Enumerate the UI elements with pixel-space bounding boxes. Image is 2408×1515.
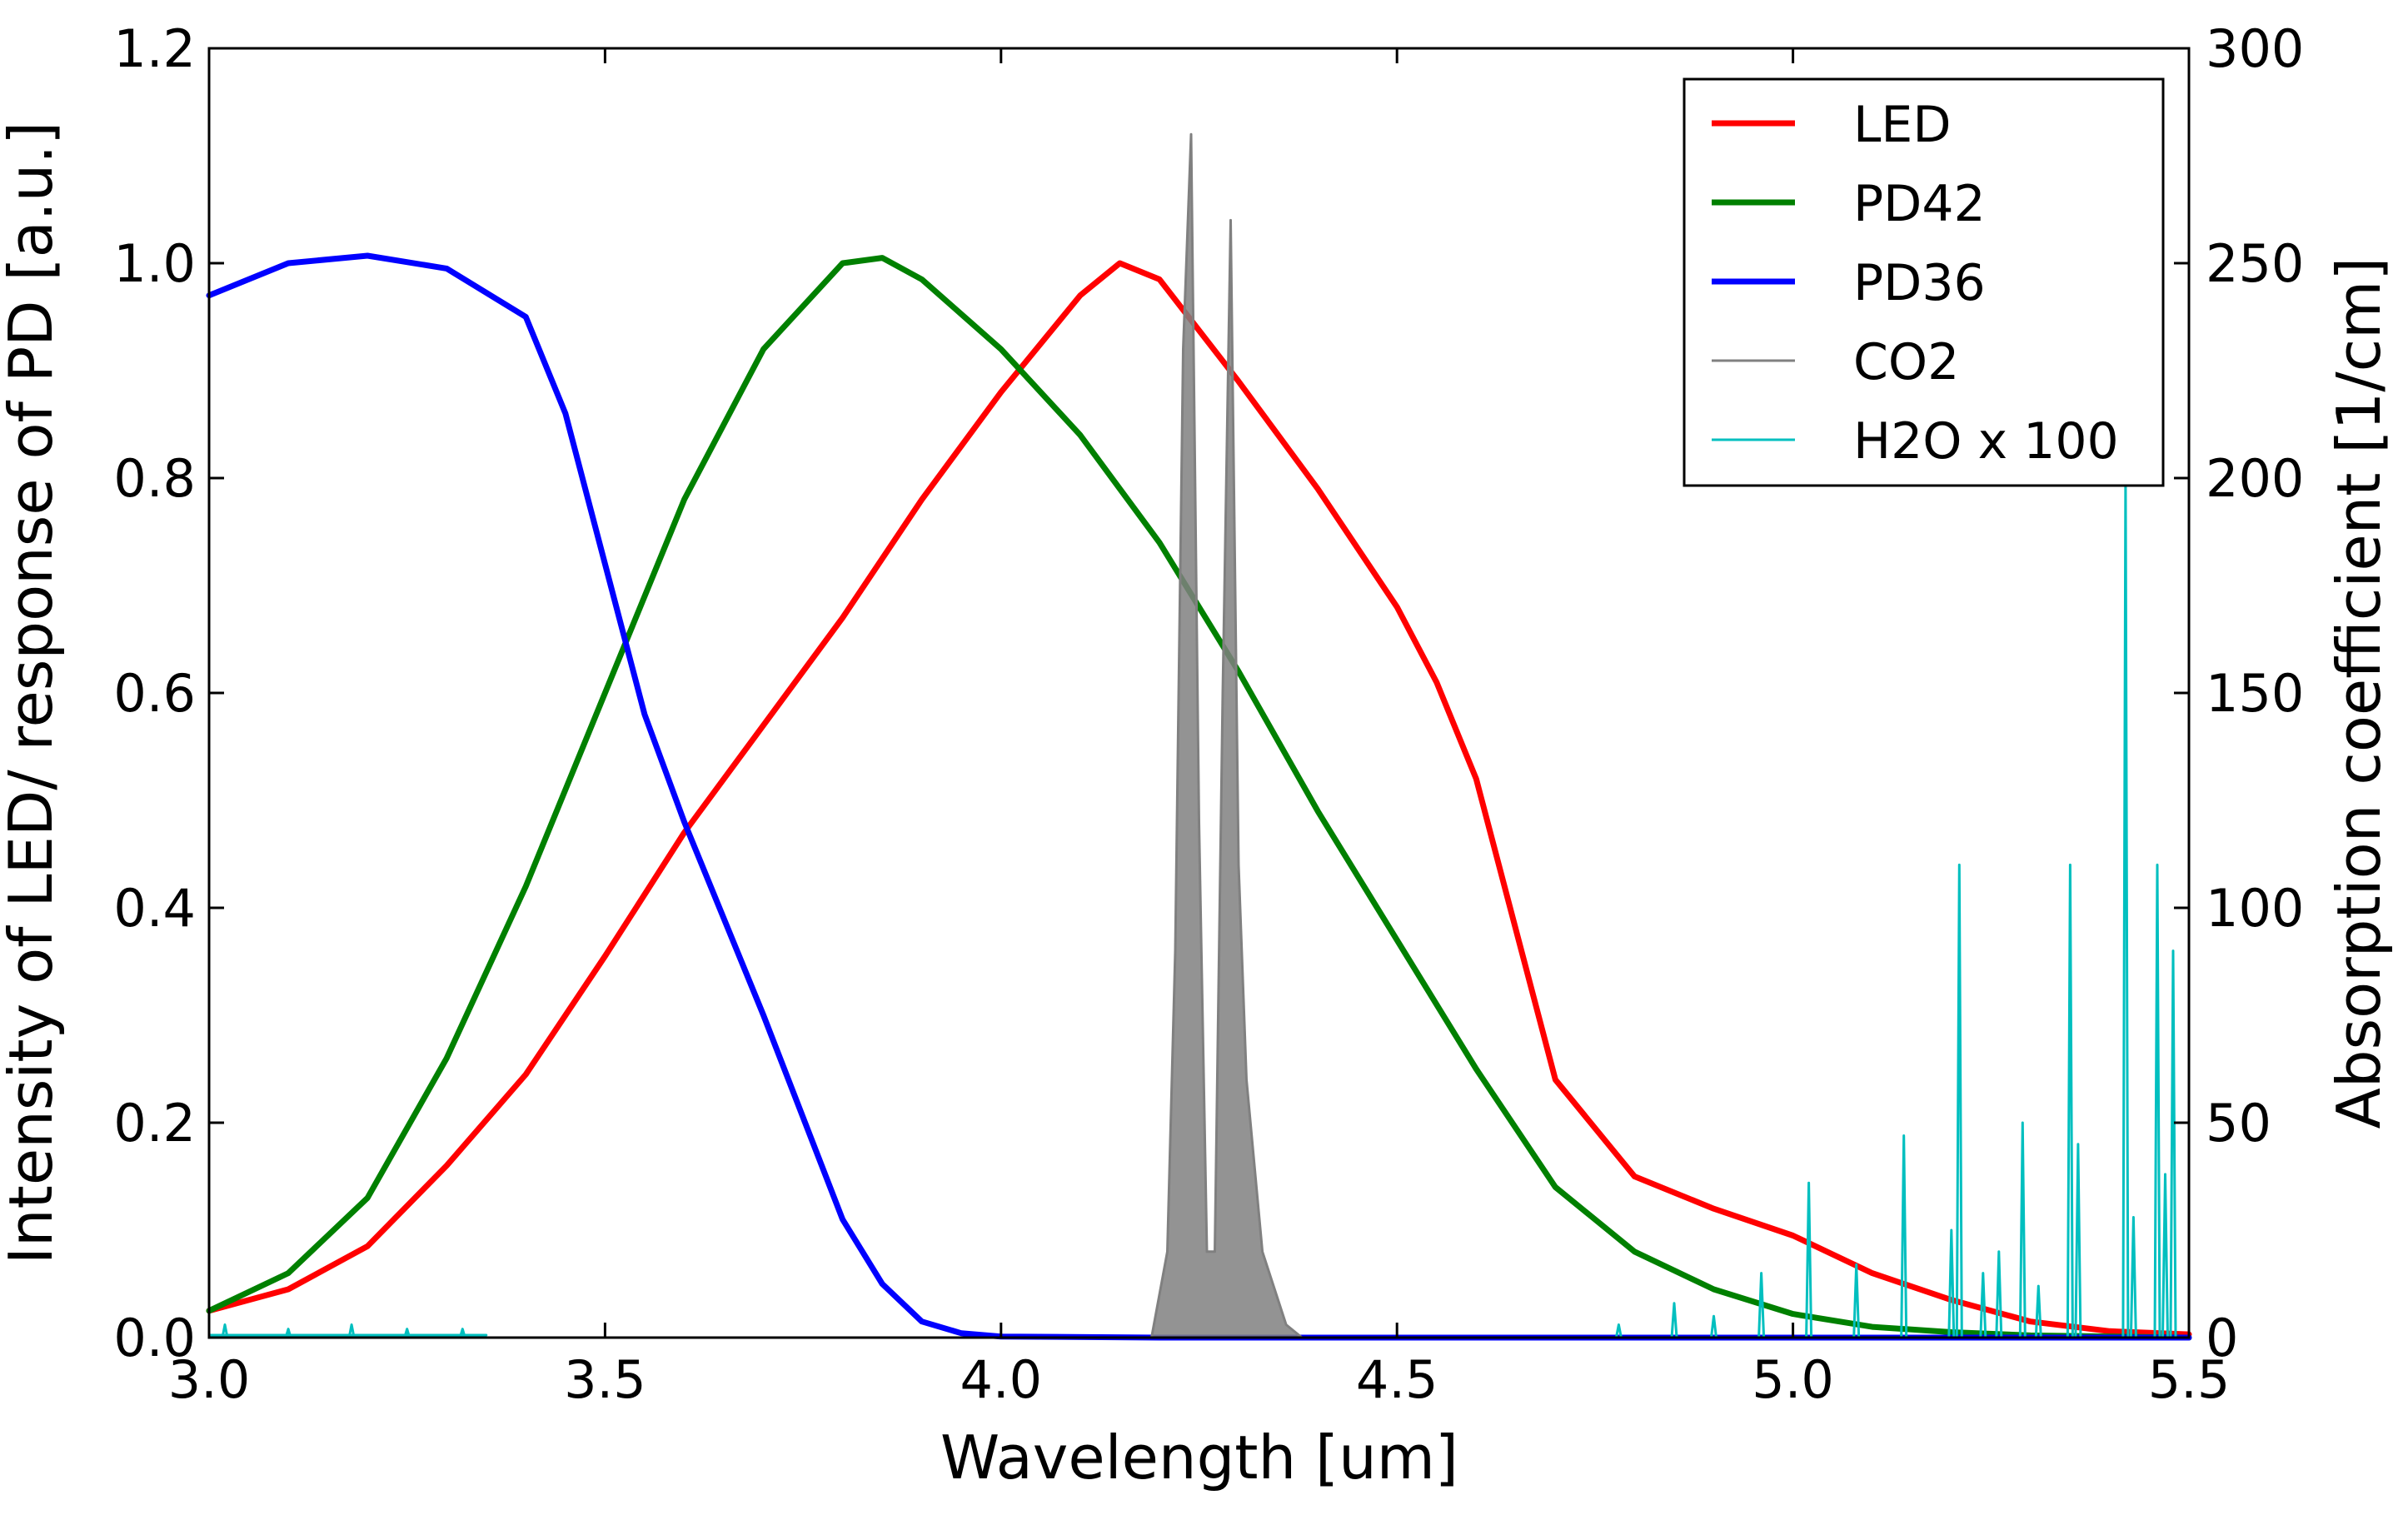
legend: LED PD42 PD36 CO2 H2O x 100 xyxy=(1683,77,2165,487)
y2-tick-label: 0 xyxy=(2206,1308,2238,1368)
y-tick-label: 0.2 xyxy=(113,1093,196,1154)
y2-tick-label: 50 xyxy=(2206,1093,2271,1154)
y-tick-label: 0.0 xyxy=(113,1308,196,1368)
axis-ticks: 3.0 3.5 4.0 4.5 5.0 5.5 0.0 0.2 0.4 0.6 0.8 1.0 1.2 0… xyxy=(113,18,2304,1410)
x-axis-label: Wavelength [um] xyxy=(940,1423,1458,1493)
y-tick-label: 0.4 xyxy=(113,878,196,939)
x-tick-label: 4.5 xyxy=(1356,1349,1438,1410)
legend-label-h2o-x-100: H2O x 100 xyxy=(1853,412,2119,471)
y-tick-label: 0.6 xyxy=(113,663,196,724)
plot-lines xyxy=(206,132,2192,1341)
y-axis-label: Intensity of LED/ response of PD [a.u.] xyxy=(0,122,66,1264)
x-tick-label: 3.0 xyxy=(168,1349,251,1410)
series-pd42-line xyxy=(206,255,2192,1341)
y2-tick-label: 250 xyxy=(2206,233,2304,294)
y2-tick-label: 200 xyxy=(2206,448,2304,509)
x-tick-label: 5.5 xyxy=(2148,1349,2231,1410)
y2-tick-label: 150 xyxy=(2206,663,2304,724)
y2-tick-label: 300 xyxy=(2206,18,2304,79)
x-tick-label: 4.0 xyxy=(960,1349,1042,1410)
y-tick-label: 1.0 xyxy=(113,233,196,294)
y2-axis-label: Absorption coefficient [1/cm] xyxy=(2324,257,2394,1129)
y-tick-label: 0.8 xyxy=(113,448,196,509)
y-tick-label: 1.2 xyxy=(113,18,196,79)
legend-label-pd36: PD36 xyxy=(1853,254,1986,312)
y2-tick-label: 100 xyxy=(2206,878,2304,939)
x-tick-label: 3.5 xyxy=(564,1349,646,1410)
x-tick-label: 5.0 xyxy=(1752,1349,1834,1410)
series-co2-line xyxy=(1150,132,1304,1339)
legend-label-led: LED xyxy=(1853,96,1952,154)
legend-label-co2: CO2 xyxy=(1853,333,1959,391)
legend-label-pd42: PD42 xyxy=(1853,175,1986,233)
series-led-line xyxy=(206,260,2192,1338)
